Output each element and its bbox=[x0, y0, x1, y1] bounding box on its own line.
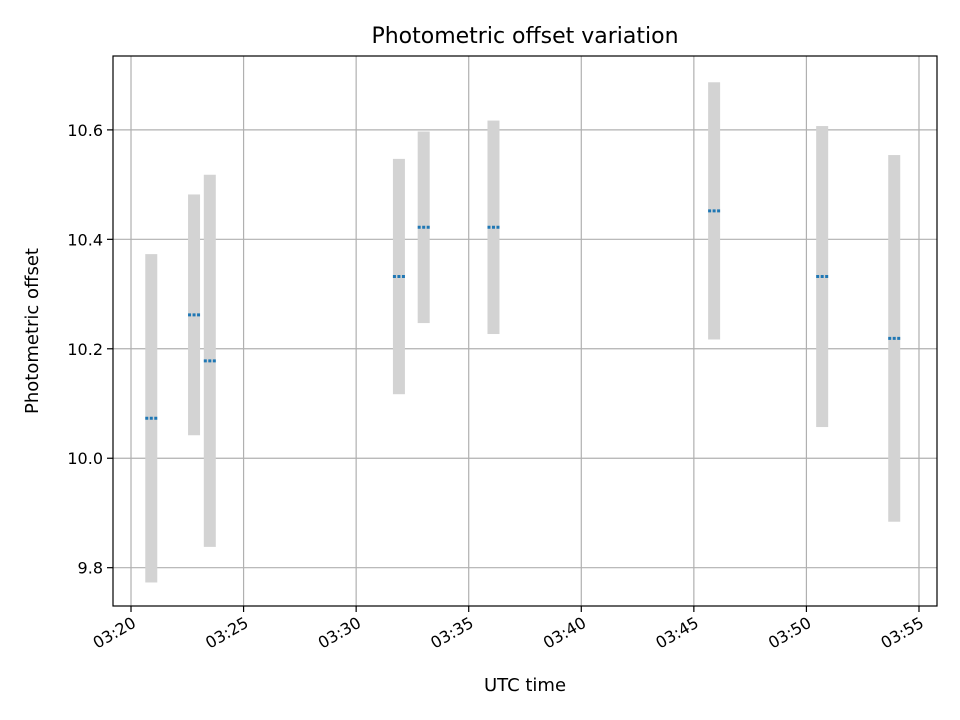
grid bbox=[113, 56, 937, 606]
x-tick-label: 03:40 bbox=[540, 613, 589, 653]
error-bars bbox=[145, 82, 901, 583]
y-axis-ticks: 9.8 10.0 10.2 10.4 10.6 bbox=[67, 121, 113, 578]
x-tick-label: 03:35 bbox=[427, 613, 476, 653]
data-points bbox=[145, 209, 901, 420]
y-tick-label: 10.0 bbox=[67, 449, 103, 468]
x-tick-label: 03:45 bbox=[652, 613, 701, 653]
axes-frame bbox=[112, 55, 938, 607]
y-tick-label: 10.2 bbox=[67, 340, 103, 359]
chart-title: Photometric offset variation bbox=[371, 24, 678, 49]
x-axis-label: UTC time bbox=[484, 675, 566, 696]
x-axis-ticks: 03:20 03:25 03:30 03:35 03:40 03:45 03:50 03:55 bbox=[90, 606, 927, 653]
y-tick-label: 9.8 bbox=[78, 559, 103, 578]
y-tick-label: 10.6 bbox=[67, 121, 103, 140]
x-tick-label: 03:20 bbox=[90, 613, 139, 653]
x-tick-label: 03:55 bbox=[878, 613, 927, 653]
x-tick-label: 03:50 bbox=[765, 613, 814, 653]
y-axis-label: Photometric offset bbox=[22, 248, 43, 414]
x-tick-label: 03:30 bbox=[315, 613, 364, 653]
x-tick-label: 03:25 bbox=[202, 613, 251, 653]
y-tick-label: 10.4 bbox=[67, 230, 103, 249]
